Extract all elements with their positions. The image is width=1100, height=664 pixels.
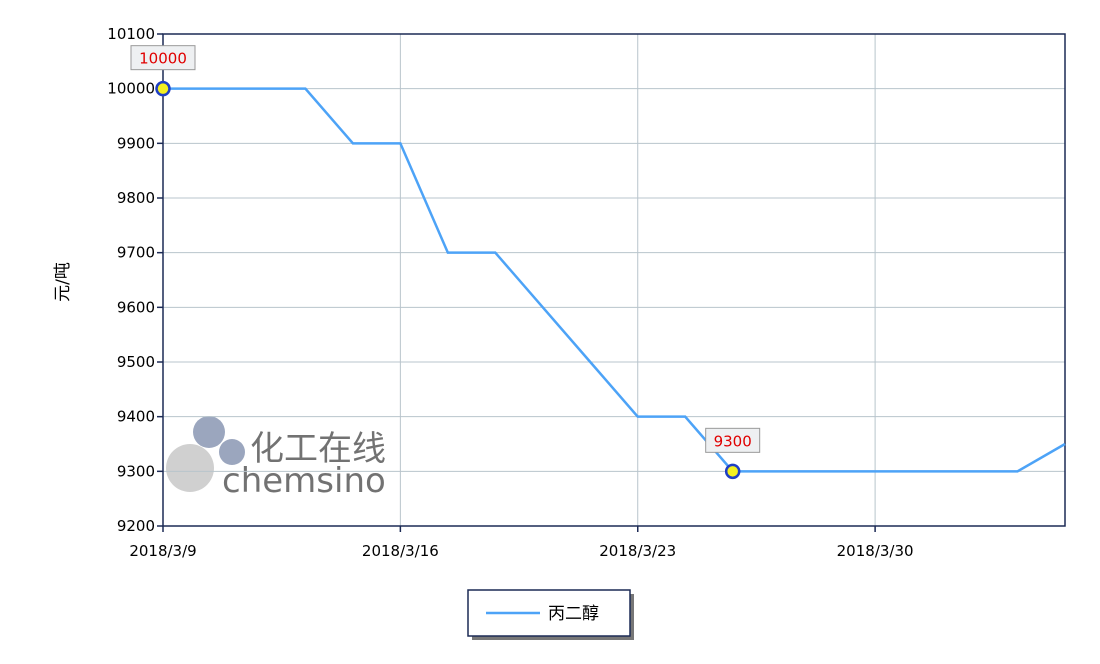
data-label-box [130, 45, 196, 71]
y-tick-label: 10100 [107, 25, 155, 43]
y-tick-label: 9300 [117, 462, 155, 480]
y-tick-label: 9700 [117, 244, 155, 262]
watermark-en: chemsino [222, 461, 386, 501]
data-label: 10000 [139, 50, 187, 68]
watermark-cn: 化工在线 [250, 429, 386, 469]
watermark: 化工在线 chemsino [166, 416, 386, 501]
x-tick-label: 2018/3/30 [837, 542, 914, 560]
x-tick-label: 2018/3/16 [362, 542, 439, 560]
y-tick-label: 9400 [117, 408, 155, 426]
highlight-point [724, 463, 741, 480]
legend-label: 丙二醇 [548, 604, 599, 624]
plot-border [162, 33, 1066, 527]
highlight-point [155, 80, 171, 97]
y-tick-label: 9800 [117, 189, 155, 207]
series-line [163, 87, 1066, 473]
y-tick-label: 9500 [117, 353, 155, 371]
y-axis-label: 元/吨 [53, 262, 73, 302]
y-tick-label: 9200 [117, 517, 155, 535]
x-tick-label: 2018/3/23 [599, 542, 676, 560]
x-tick-label: 2018/3/9 [129, 542, 196, 560]
data-label-box [705, 427, 761, 453]
data-label: 9300 [714, 432, 752, 450]
y-tick-label: 9900 [117, 134, 155, 152]
y-tick-label: 10000 [107, 80, 155, 98]
y-tick-label: 9600 [117, 298, 155, 316]
